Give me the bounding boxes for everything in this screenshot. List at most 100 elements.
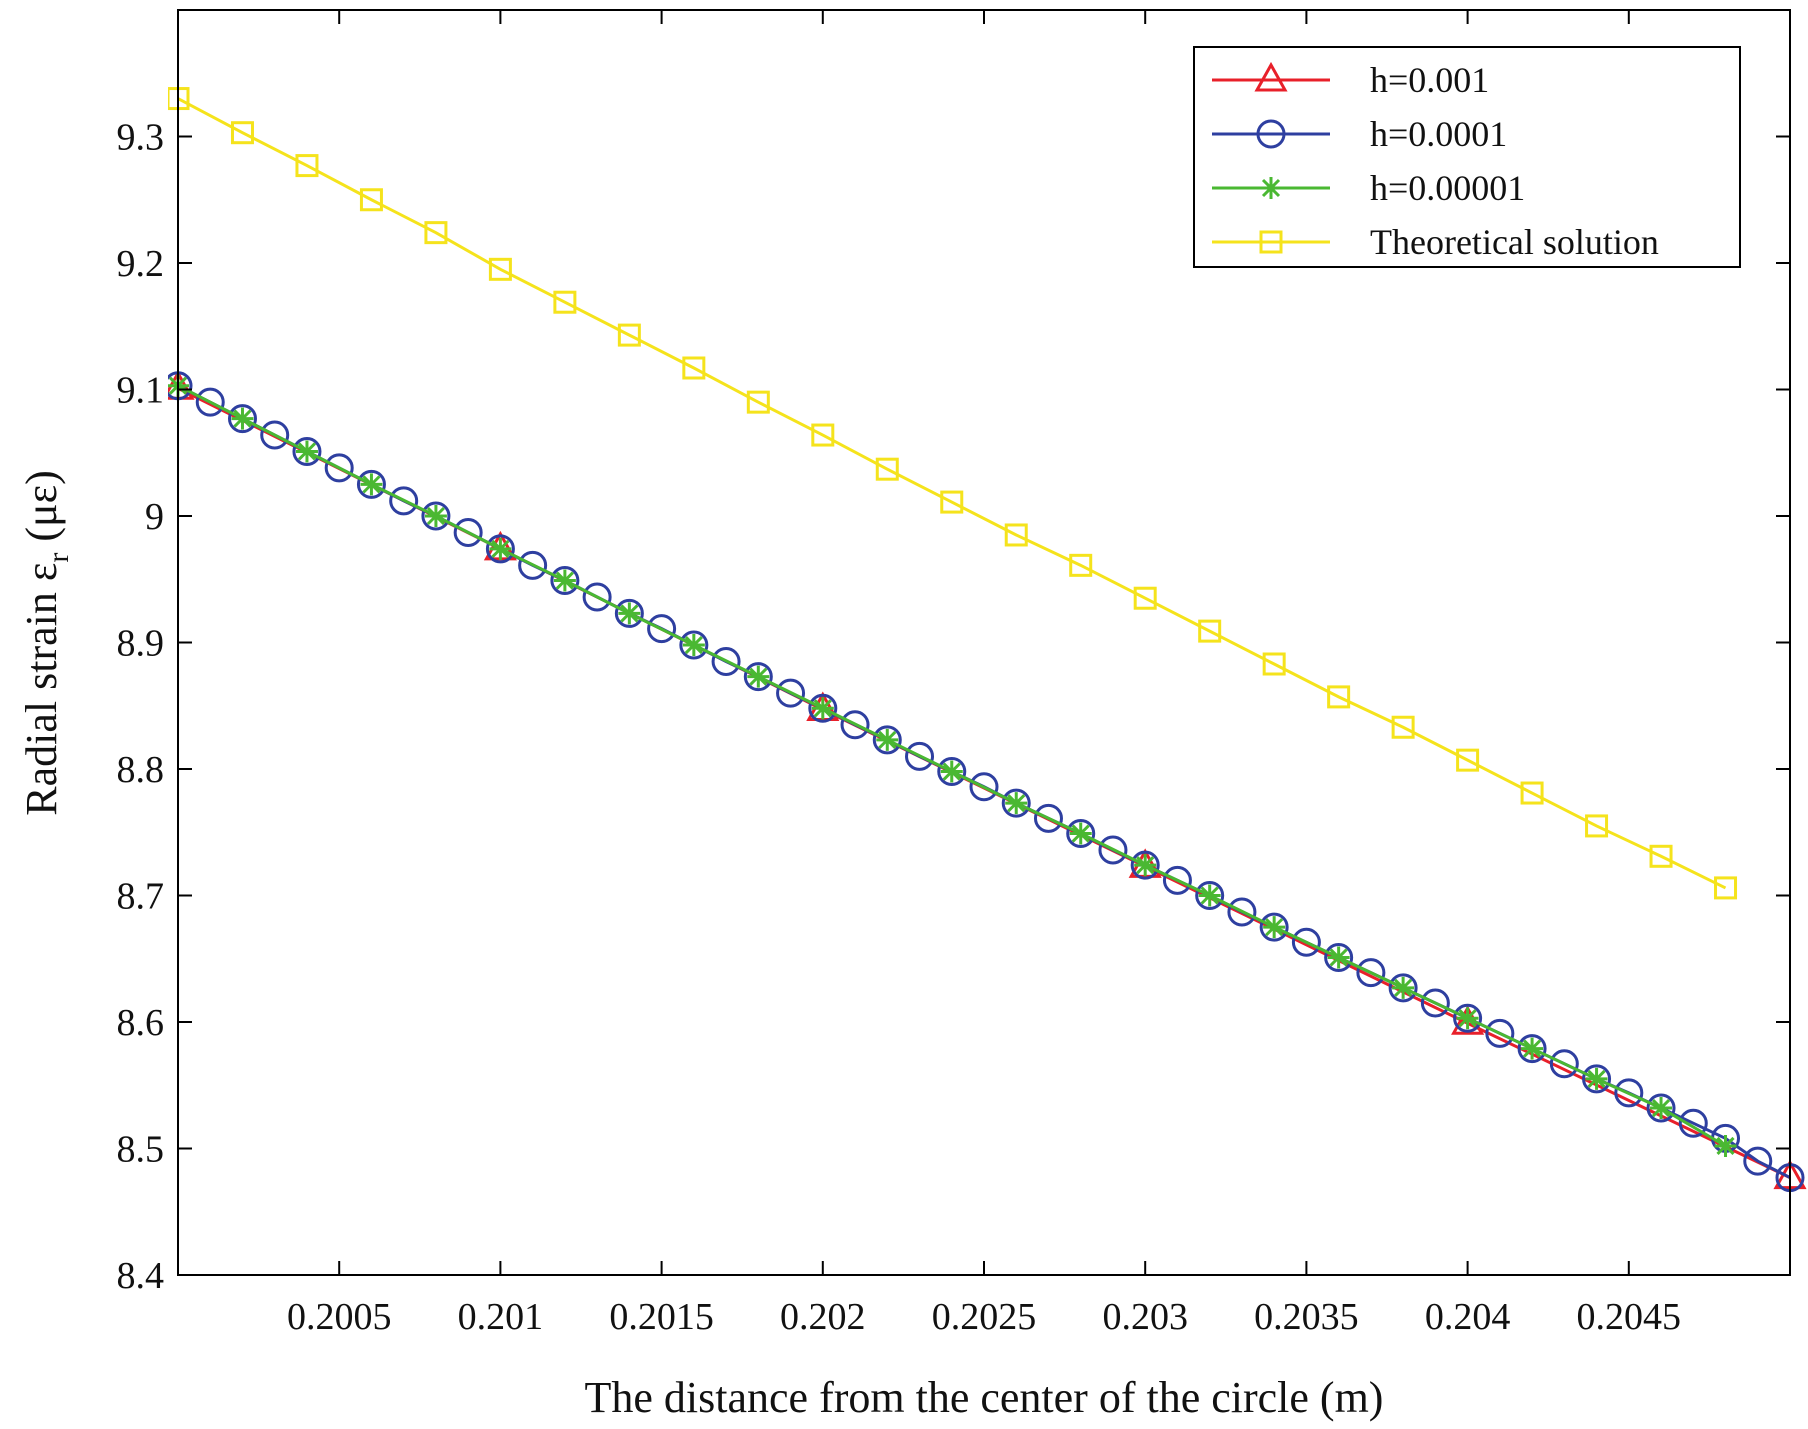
data-point (679, 630, 709, 660)
y-axis-label-unit: (με) (17, 470, 66, 552)
data-point (1743, 1146, 1773, 1176)
data-point (1392, 976, 1415, 999)
legend-entries: h=0.001 h=0.0001 h=0.00001 Theoretical solu… (1212, 60, 1659, 262)
data-point (808, 693, 838, 723)
data-point (1324, 942, 1354, 972)
y-tick-label: 8.8 (117, 749, 165, 791)
data-point (295, 440, 318, 463)
data-point (1420, 988, 1450, 1018)
data-point (553, 290, 577, 314)
data-point (518, 550, 548, 580)
data-point (1066, 819, 1096, 849)
ticks-layer: 0.2005 0.201 0.2015 0.202 0.2025 0.203 0.2035 0… (117, 10, 1790, 1338)
data-point (1582, 1064, 1612, 1094)
legend-label: h=0.00001 (1370, 168, 1525, 208)
data-point (1678, 1108, 1708, 1138)
legend-entry: h=0.001 (1212, 60, 1489, 100)
legend-entry: h=0.0001 (1212, 114, 1507, 154)
data-point (647, 614, 677, 644)
x-axis-label: The distance from the center of the circ… (585, 1373, 1384, 1422)
y-tick-label: 9.1 (117, 370, 165, 412)
legend-marker (1254, 61, 1288, 92)
legend-marker (1260, 177, 1282, 199)
data-point (1646, 1093, 1676, 1123)
data-point (840, 710, 870, 740)
data-point (489, 537, 512, 560)
data-point (1291, 927, 1321, 957)
data-point (1130, 850, 1160, 880)
data-point (747, 665, 770, 688)
data-point (1585, 814, 1609, 838)
y-tick-label: 8.7 (117, 876, 165, 918)
data-point (582, 582, 612, 612)
data-point (485, 534, 515, 564)
legend-label: Theoretical solution (1370, 222, 1659, 262)
data-point (1585, 1067, 1608, 1090)
data-point (1069, 822, 1092, 845)
y-tick-label: 8.4 (117, 1255, 165, 1297)
data-point (1456, 1007, 1479, 1030)
data-point (292, 436, 322, 466)
data-point (424, 221, 448, 245)
legend-entry: Theoretical solution (1212, 222, 1659, 262)
legend-label: h=0.0001 (1370, 114, 1507, 154)
data-point (230, 121, 254, 145)
x-tick-label: 0.201 (458, 1296, 544, 1338)
legend-label: h=0.001 (1370, 60, 1489, 100)
y-tick-label: 8.5 (117, 1129, 165, 1171)
data-point (618, 602, 641, 625)
x-tick-label: 0.204 (1425, 1296, 1511, 1338)
data-point (1650, 1097, 1673, 1120)
data-point (682, 634, 705, 657)
legend-marker (1256, 119, 1286, 149)
data-point (937, 757, 967, 787)
data-point (1517, 1034, 1547, 1064)
y-axis-label-group: Radial strain εr (με) (17, 470, 75, 815)
data-point (1227, 897, 1257, 927)
data-point (1195, 881, 1225, 910)
data-point (453, 517, 483, 547)
data-point (969, 772, 999, 802)
series-3 (168, 87, 1738, 900)
data-point (1649, 844, 1673, 868)
data-point (1453, 1003, 1483, 1033)
data-point (1614, 1078, 1644, 1108)
y-axis-label-subscript: r (42, 553, 75, 563)
x-tick-label: 0.2025 (932, 1296, 1037, 1338)
data-point (682, 356, 706, 380)
data-point (776, 678, 806, 708)
data-point (1098, 835, 1128, 865)
data-point (1134, 854, 1157, 877)
data-point (1033, 803, 1063, 833)
data-point (1391, 715, 1415, 739)
data-point (1259, 912, 1289, 942)
x-tick-label: 0.2005 (287, 1296, 392, 1338)
data-point (424, 505, 447, 527)
data-point (1456, 748, 1480, 772)
data-point (227, 404, 257, 434)
data-point (231, 407, 254, 430)
data-point (875, 457, 899, 481)
data-point (488, 257, 512, 281)
y-axis-label: Radial strain εr (με) (17, 470, 75, 815)
data-point (876, 728, 899, 751)
data-point (1714, 1134, 1737, 1157)
data-point (940, 760, 963, 783)
data-point (1162, 865, 1192, 895)
data-point (1549, 1049, 1579, 1079)
series-2 (168, 374, 1737, 1157)
data-point (1262, 652, 1286, 676)
y-tick-label: 9.2 (117, 243, 165, 285)
data-point (1714, 876, 1738, 900)
data-point (359, 188, 383, 212)
legend-box (1193, 46, 1741, 268)
data-point (1485, 1018, 1515, 1048)
series-line (177, 97, 1727, 890)
y-tick-label: 9 (145, 496, 164, 538)
data-point (1198, 884, 1221, 907)
x-tick-label: 0.203 (1102, 1296, 1188, 1338)
x-tick-label: 0.2035 (1254, 1296, 1359, 1338)
data-point (389, 486, 419, 516)
data-point (1327, 685, 1351, 709)
